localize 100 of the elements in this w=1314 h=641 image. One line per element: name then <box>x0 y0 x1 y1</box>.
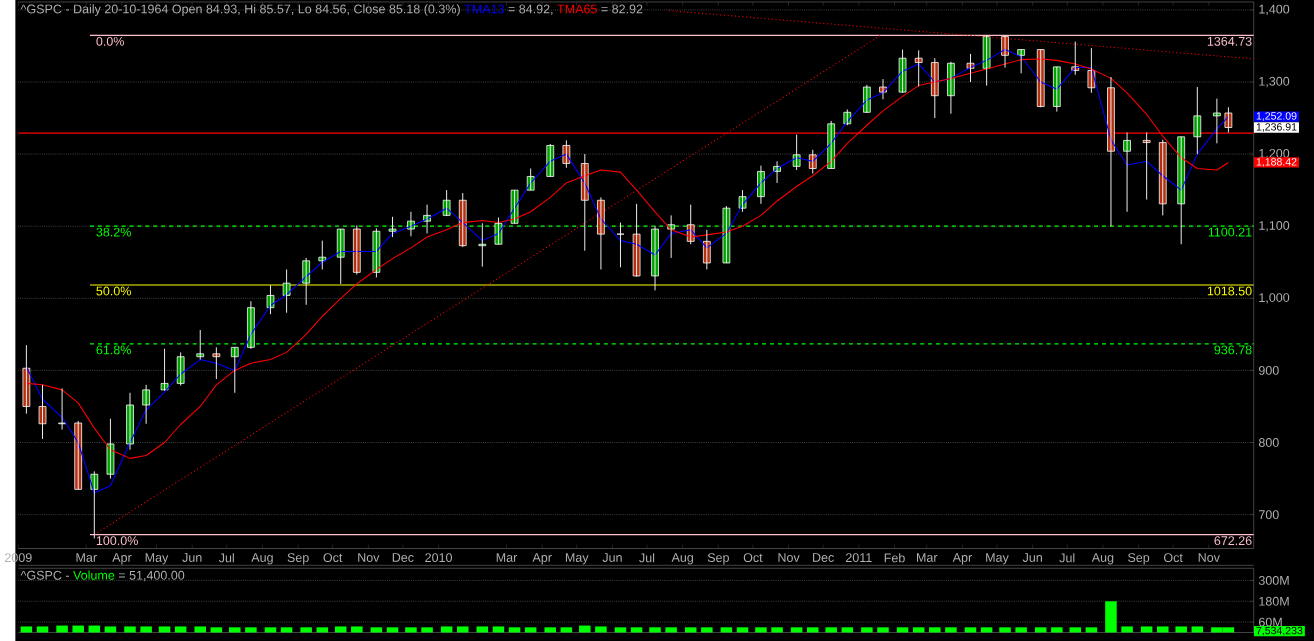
bar <box>684 627 697 633</box>
bar <box>476 626 489 633</box>
bar <box>229 627 241 633</box>
candlestick <box>1017 48 1025 74</box>
y-tick-label: 1,300 <box>1259 76 1290 87</box>
bar <box>1085 627 1098 633</box>
x-tick-label: Aug <box>251 552 273 565</box>
y-tick-label: 180M <box>1259 596 1289 606</box>
candlestick <box>282 268 291 313</box>
bar <box>912 627 925 633</box>
candlestick <box>914 49 923 87</box>
bar <box>896 627 909 633</box>
bar <box>194 626 206 633</box>
x-tick-label: Dec <box>813 552 834 562</box>
annotation: 50.0% <box>96 286 131 296</box>
bar <box>245 627 257 633</box>
bar <box>440 626 453 633</box>
bar <box>701 627 713 633</box>
bar <box>370 627 383 633</box>
bar <box>544 627 557 633</box>
x-tick-label: Apr <box>112 552 132 565</box>
candlestick <box>738 189 747 213</box>
x-tick-label: Nov <box>1198 552 1220 562</box>
x-tick-label: Nov <box>358 552 380 562</box>
y-tick-label: 1,400 <box>1259 4 1290 15</box>
ref-line-label: 1364.73 <box>1207 36 1252 46</box>
bar <box>755 627 767 633</box>
annotation: 38.2% <box>96 227 131 237</box>
bar <box>456 626 469 633</box>
candlestick <box>58 387 66 430</box>
candlestick <box>1158 139 1167 216</box>
annotation: 1,188.42 <box>1256 157 1297 167</box>
bar <box>1051 627 1063 633</box>
x-tick-label: 2010 <box>425 552 452 562</box>
bar <box>508 627 521 633</box>
bar <box>300 627 312 633</box>
annotation: 0.0% <box>96 36 124 46</box>
annotation: 100.0% <box>96 536 138 545</box>
bar <box>595 626 607 633</box>
candlestick <box>898 48 907 94</box>
candlestick <box>38 384 47 440</box>
candlestick <box>212 346 221 380</box>
bar <box>334 626 347 633</box>
bar <box>1069 627 1082 633</box>
x-tick-label: Jul <box>1059 552 1075 563</box>
bar <box>964 627 977 633</box>
candlestick <box>1213 97 1221 144</box>
bar <box>560 627 573 633</box>
bar <box>807 627 819 633</box>
x-tick-label: Jun <box>1022 552 1042 562</box>
y-tick-label: 700 <box>1259 509 1279 519</box>
y-tick-label: 300M <box>1258 575 1289 585</box>
candlestick <box>1224 106 1233 133</box>
ref-line-label: 1100.21 <box>1208 227 1252 237</box>
annotation: 1,252.09 <box>1256 111 1297 121</box>
annotation: = 82.92 <box>601 4 643 14</box>
candlestick <box>160 348 169 391</box>
bar <box>614 627 627 633</box>
bar <box>929 627 941 633</box>
bar <box>1157 626 1169 633</box>
x-tick-label: May <box>986 552 1009 565</box>
x-tick-label: Nov <box>778 552 800 562</box>
bar <box>736 627 749 633</box>
y-tick-label: 1,000 <box>1259 292 1290 304</box>
x-tick-label: Aug <box>671 552 693 565</box>
bar <box>210 627 223 633</box>
bar <box>492 626 505 633</box>
ref-line-label: 1018.50 <box>1207 286 1252 296</box>
bar <box>421 627 433 633</box>
bar <box>124 626 136 633</box>
bar <box>1175 626 1187 633</box>
bar <box>20 626 33 633</box>
bar <box>945 627 957 633</box>
bar <box>158 626 171 633</box>
bar <box>264 627 277 633</box>
bar <box>877 627 889 633</box>
x-tick-label: Oct <box>1163 552 1183 562</box>
candlestick <box>230 346 239 394</box>
bar <box>630 627 643 633</box>
candlestick <box>266 284 275 315</box>
bar <box>665 627 677 633</box>
x-tick-label: Mar <box>76 552 97 562</box>
bar <box>386 627 399 633</box>
bar <box>649 627 661 633</box>
bar <box>1034 627 1047 633</box>
chart-title: ^GSPC - <box>20 570 69 580</box>
bar <box>104 626 117 633</box>
bar <box>174 626 187 633</box>
bar <box>1191 626 1204 633</box>
y-tick-label: 1,100 <box>1259 220 1290 232</box>
bar <box>999 627 1011 633</box>
candlestick <box>616 221 625 268</box>
bar <box>825 627 837 633</box>
bar <box>524 627 537 633</box>
x-tick-label: Jul <box>639 552 655 563</box>
candlestick <box>372 227 381 278</box>
candlestick <box>352 224 361 275</box>
x-tick-label: Feb <box>884 552 905 563</box>
bar <box>56 625 68 633</box>
x-tick-label: Oct <box>323 552 343 562</box>
